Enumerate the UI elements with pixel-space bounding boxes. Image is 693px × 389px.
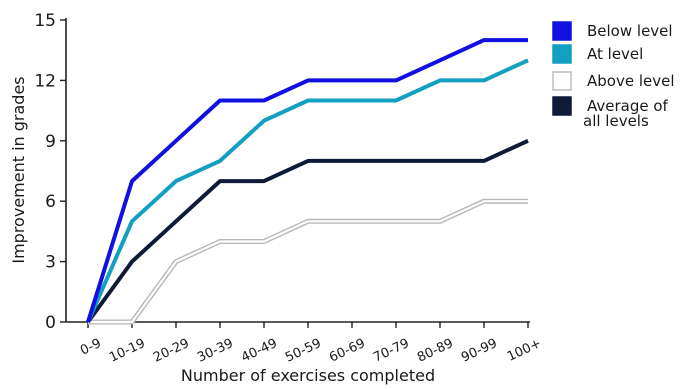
series-line-at-level	[86, 58, 529, 323]
series-lines	[86, 38, 529, 325]
x-tick-label: 40-49	[239, 336, 280, 366]
legend-label-below-level: Below level	[587, 22, 673, 40]
legend-swatch-below-level	[552, 21, 572, 41]
x-tick-label: 0-9	[78, 336, 104, 359]
x-tick-label: 10-19	[107, 336, 148, 366]
legend-label-above-level: Above level	[587, 72, 675, 90]
x-tick-label: 70-79	[371, 336, 412, 366]
series-line-above-level	[88, 200, 528, 324]
x-tick-label: 50-59	[283, 336, 324, 366]
x-tick-label: 30-39	[195, 336, 236, 366]
legend-label-at-level: At level	[587, 45, 643, 63]
x-tick-label: 80-89	[415, 336, 456, 366]
legend-swatch-above-level	[552, 71, 572, 91]
y-tick-label: 9	[45, 132, 56, 152]
series-line-below-level	[86, 38, 528, 323]
x-tick-label: 60-69	[327, 336, 368, 366]
legend-swatch-at-level	[552, 44, 572, 64]
y-tick-label: 3	[45, 253, 56, 273]
series-line-outline-above-level	[88, 198, 528, 325]
x-tick-label: 20-29	[151, 336, 192, 366]
series-line-average-of-all-levels	[86, 138, 529, 324]
y-tick-label: 12	[34, 71, 56, 91]
y-tick-label: 6	[45, 192, 56, 212]
legend-swatch-average-of-all-levels	[552, 96, 572, 116]
x-tick-label: 90-99	[459, 336, 500, 366]
y-tick-label: 0	[45, 313, 56, 333]
x-axis-label: Number of exercises completed	[181, 366, 435, 385]
y-tick-label: 15	[34, 11, 56, 31]
y-axis-label: Improvement in grades	[9, 76, 28, 263]
x-tick-label: 100+	[505, 336, 544, 365]
legend-label-average-of-all-levels: Average of all levels	[583, 97, 669, 130]
legend: Below level At level Above level Average of…	[552, 21, 675, 130]
axes: 0 3 6 9 12 15 0-9 10-19 20-29 30-39 40-49 50-59 60-6…	[34, 11, 543, 366]
